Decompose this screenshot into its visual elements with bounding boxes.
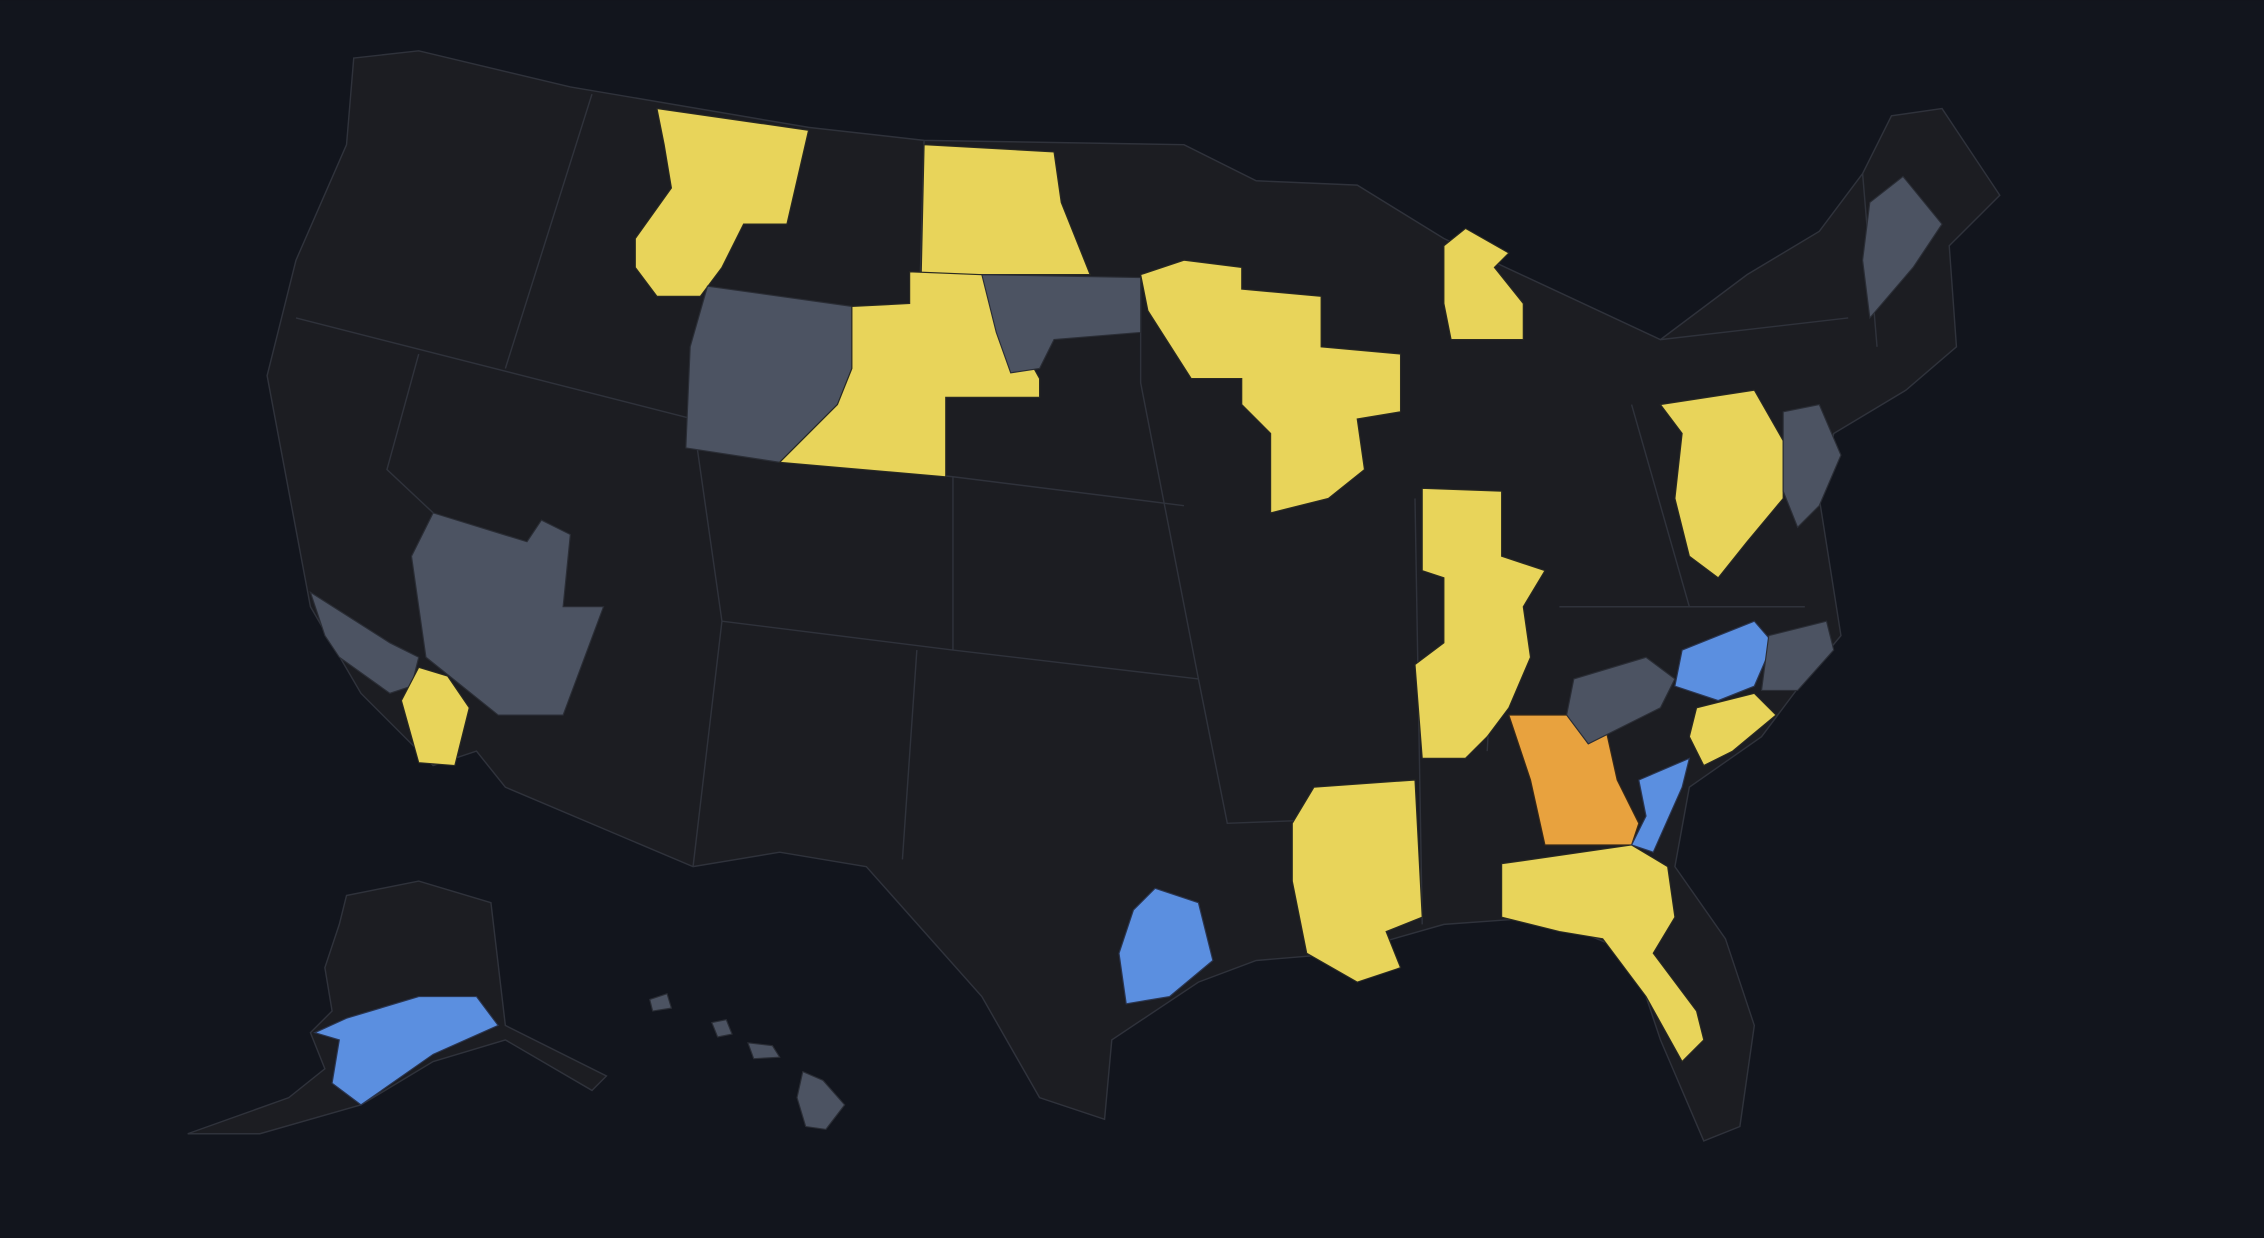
region-blue	[1118, 887, 1214, 1005]
region-gray	[1565, 656, 1676, 745]
region-blue	[1630, 757, 1691, 853]
region-yellow	[920, 144, 1091, 276]
region-gray	[981, 274, 1142, 374]
region-yellow	[1688, 692, 1777, 767]
region-yellow	[634, 107, 810, 297]
region-yellow	[778, 271, 1041, 478]
region-blue	[313, 995, 500, 1106]
region-yellow	[1414, 487, 1546, 759]
region-yellow	[1501, 844, 1705, 1063]
highlighted-regions	[309, 107, 1943, 1106]
hawaii	[649, 992, 846, 1131]
region-yellow	[400, 666, 470, 767]
region-yellow	[1291, 779, 1423, 983]
region-gray	[309, 590, 420, 695]
region-gray	[1782, 403, 1842, 529]
region-yellow	[1659, 389, 1784, 579]
region-blue	[1674, 620, 1774, 702]
region-yellow	[1443, 227, 1524, 341]
region-gray	[1862, 175, 1943, 320]
region-yellow	[1139, 259, 1402, 514]
region-gray	[410, 512, 605, 716]
region-gray	[1760, 620, 1835, 692]
